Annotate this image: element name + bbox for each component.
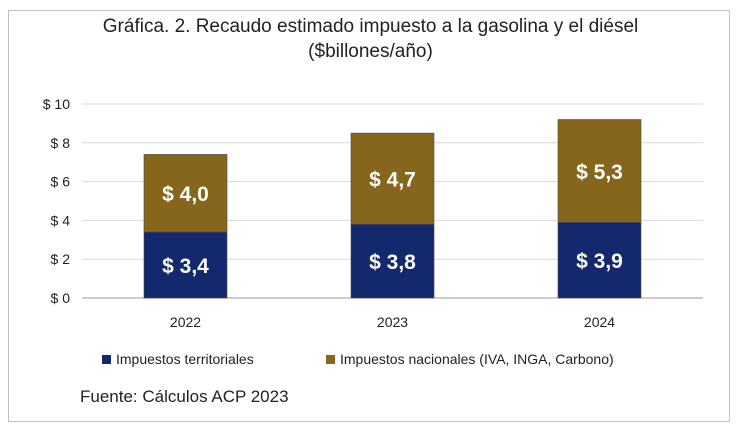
bar-nacionales — [557, 119, 642, 223]
y-tick-label: $ 6 — [51, 174, 71, 190]
data-label: $ 3,4 — [162, 255, 209, 278]
chart-subtitle: ($billones/año) — [308, 41, 433, 62]
data-label: $ 3,8 — [369, 251, 416, 274]
data-label: $ 5,3 — [576, 161, 623, 184]
y-tick-label: $ 4 — [51, 212, 71, 228]
y-tick-label: $ 10 — [43, 96, 70, 112]
legend-label: Impuestos nacionales (IVA, INGA, Carbono… — [340, 351, 614, 367]
legend-swatch — [326, 355, 335, 364]
legend-swatch — [102, 355, 111, 364]
chart-title-main: Gráfica. 2. Recaudo estimado impuesto a … — [102, 16, 639, 37]
data-label: $ 4,0 — [162, 183, 209, 206]
bar-nacionales — [143, 154, 228, 233]
data-label: $ 4,7 — [369, 169, 416, 192]
legend-label: Impuestos territoriales — [116, 351, 254, 367]
y-tick-label: $ 8 — [51, 135, 71, 151]
chart-source: Fuente: Cálculos ACP 2023 — [80, 387, 289, 406]
data-label: $ 3,9 — [576, 250, 623, 273]
y-tick-label: $ 2 — [51, 251, 71, 267]
x-tick-label: 2022 — [170, 314, 201, 330]
x-tick-label: 2023 — [377, 314, 408, 330]
y-tick-label: $ 0 — [51, 290, 71, 306]
bar-nacionales — [350, 132, 435, 225]
chart-title: Gráfica. 2. Recaudo estimado impuesto a … — [0, 14, 741, 64]
bar-territoriales — [557, 222, 642, 299]
x-tick-label: 2024 — [584, 314, 615, 330]
